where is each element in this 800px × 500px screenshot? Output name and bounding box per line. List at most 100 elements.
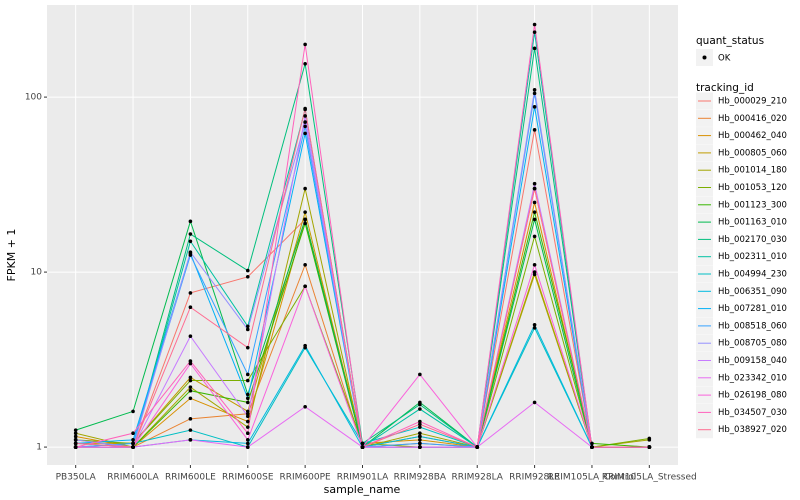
- data-point: [73, 441, 78, 446]
- data-point: [245, 324, 250, 329]
- data-point: [188, 291, 193, 295]
- data-point: [303, 131, 307, 136]
- data-point: [245, 438, 250, 442]
- legend-label: Hb_009158_040: [718, 356, 787, 366]
- data-point: [245, 372, 250, 377]
- data-point: [131, 438, 135, 442]
- data-point: [647, 445, 652, 449]
- data-point: [303, 404, 307, 409]
- legend-label: Hb_000416_020: [718, 114, 787, 124]
- data-point: [418, 422, 422, 427]
- data-point: [590, 441, 594, 446]
- legend-label: Hb_001053_120: [718, 183, 787, 193]
- data-point: [532, 234, 537, 239]
- data-point: [418, 441, 422, 446]
- data-point: [418, 419, 422, 424]
- data-point: [303, 186, 307, 191]
- data-point: [360, 445, 365, 449]
- data-point: [532, 272, 537, 277]
- data-point: [303, 42, 307, 47]
- legend-label: Hb_002170_030: [718, 235, 787, 245]
- data-point: [418, 402, 422, 407]
- data-point: [73, 438, 78, 442]
- data-point: [73, 431, 78, 436]
- data-point: [245, 268, 250, 273]
- data-point: [131, 441, 135, 446]
- data-point: [418, 407, 422, 411]
- legend-title: tracking_id: [696, 82, 754, 94]
- data-point: [245, 431, 250, 436]
- data-point: [532, 181, 537, 186]
- legend-label: Hb_008705_080: [718, 339, 787, 349]
- data-point: [188, 385, 193, 389]
- data-point: [131, 409, 135, 414]
- data-point: [532, 400, 537, 405]
- y-axis-title: FPKM + 1: [5, 229, 18, 282]
- data-point: [590, 445, 594, 449]
- data-point: [188, 417, 193, 421]
- legend-label: Hb_001123_300: [718, 200, 787, 210]
- data-point: [532, 128, 537, 132]
- legend-label: Hb_002311_010: [718, 252, 787, 262]
- data-point: [475, 445, 480, 449]
- data-point: [418, 445, 422, 449]
- data-point: [532, 46, 537, 51]
- x-tick-label: RRIM105LA_Stressed: [602, 473, 697, 483]
- data-point: [532, 22, 537, 27]
- data-point: [303, 284, 307, 289]
- data-point: [303, 106, 307, 111]
- legend-label: Hb_000029_210: [718, 97, 787, 107]
- data-point: [303, 263, 307, 267]
- data-point: [245, 396, 250, 401]
- data-point: [188, 375, 193, 380]
- x-tick-label: RRIM600LE: [165, 473, 216, 483]
- data-point: [418, 372, 422, 377]
- data-point: [532, 30, 537, 34]
- data-point: [245, 392, 250, 397]
- data-point: [303, 120, 307, 124]
- data-point: [188, 334, 193, 339]
- data-point: [188, 361, 193, 366]
- data-point: [303, 114, 307, 118]
- data-point: [303, 210, 307, 214]
- data-point: [188, 239, 193, 244]
- data-point: [532, 88, 537, 92]
- legend-label: Hb_038927_020: [718, 425, 787, 435]
- x-tick-label: RRIM928LA: [451, 473, 503, 483]
- data-point: [245, 441, 250, 446]
- legend-label: Hb_026198_080: [718, 391, 787, 401]
- data-point: [188, 253, 193, 257]
- data-point: [188, 359, 193, 363]
- data-point: [188, 250, 193, 254]
- y-tick-label: 10: [31, 268, 43, 278]
- data-point: [532, 263, 537, 267]
- legend-point: [702, 55, 707, 60]
- data-point: [73, 428, 78, 432]
- data-point: [245, 445, 250, 449]
- data-point: [532, 200, 537, 205]
- data-point: [303, 61, 307, 66]
- data-point: [73, 434, 78, 439]
- data-point: [188, 396, 193, 401]
- legend-label: Hb_007281_010: [718, 304, 787, 314]
- legend-label: Hb_023342_010: [718, 373, 787, 383]
- data-point: [303, 343, 307, 348]
- data-point: [131, 445, 135, 449]
- data-point: [532, 91, 537, 96]
- data-point: [131, 431, 135, 436]
- data-point: [647, 436, 652, 441]
- data-point: [73, 445, 78, 449]
- legend-title: quant_status: [696, 35, 764, 47]
- data-point: [418, 434, 422, 439]
- legend-label: Hb_000462_040: [718, 131, 787, 141]
- data-point: [245, 378, 250, 383]
- data-point: [245, 327, 250, 332]
- data-point: [245, 425, 250, 429]
- data-point: [188, 438, 193, 442]
- legend-label: Hb_004994_230: [718, 270, 787, 280]
- x-tick-label: PB350LA: [56, 473, 97, 483]
- y-tick-label: 1: [36, 443, 42, 453]
- data-point: [532, 105, 537, 109]
- data-point: [532, 217, 537, 222]
